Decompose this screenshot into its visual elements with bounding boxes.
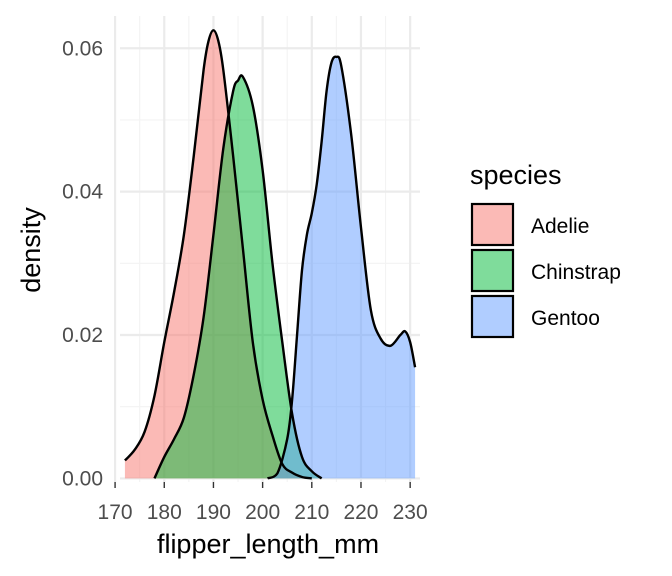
density-outlines: [124, 29, 417, 480]
y-tick-label: 0.04: [62, 181, 103, 204]
y-tick-label: 0.02: [62, 324, 103, 347]
x-axis-ticks: 170 180 190 200 210 220 230: [98, 482, 428, 524]
density-area-chinstrap: [154, 75, 322, 479]
x-tick-label: 180: [147, 501, 182, 524]
y-tick-label: 0.06: [62, 37, 103, 60]
legend-label-adelie: Adelie: [531, 215, 589, 238]
legend-label-gentoo: Gentoo: [531, 307, 600, 330]
x-tick-label: 210: [294, 501, 329, 524]
density-areas: [124, 30, 416, 479]
x-axis-title: flipper_length_mm: [157, 529, 379, 559]
density-line-adelie: [124, 29, 312, 480]
legend-key-gentoo: [470, 294, 515, 339]
density-area-gentoo: [267, 56, 416, 479]
legend-key-adelie: [470, 202, 515, 247]
legend-key-chinstrap: [470, 248, 515, 293]
legend-title: species: [470, 160, 562, 190]
y-axis-ticks: 0.00 0.02 0.04 0.06: [62, 37, 103, 490]
y-axis-title: density: [16, 207, 46, 293]
legend-label-chinstrap: Chinstrap: [531, 261, 621, 284]
x-tick-label: 200: [245, 501, 280, 524]
y-tick-label: 0.00: [62, 467, 103, 490]
x-tick-label: 190: [196, 501, 231, 524]
legend-items: Adelie Chinstrap Gentoo: [470, 202, 621, 339]
legend: species Adelie Chinstrap Gentoo: [470, 160, 621, 339]
density-line-gentoo: [266, 55, 417, 480]
x-tick-label: 230: [393, 501, 428, 524]
x-tick-label: 170: [98, 501, 133, 524]
x-tick-label: 220: [343, 501, 378, 524]
